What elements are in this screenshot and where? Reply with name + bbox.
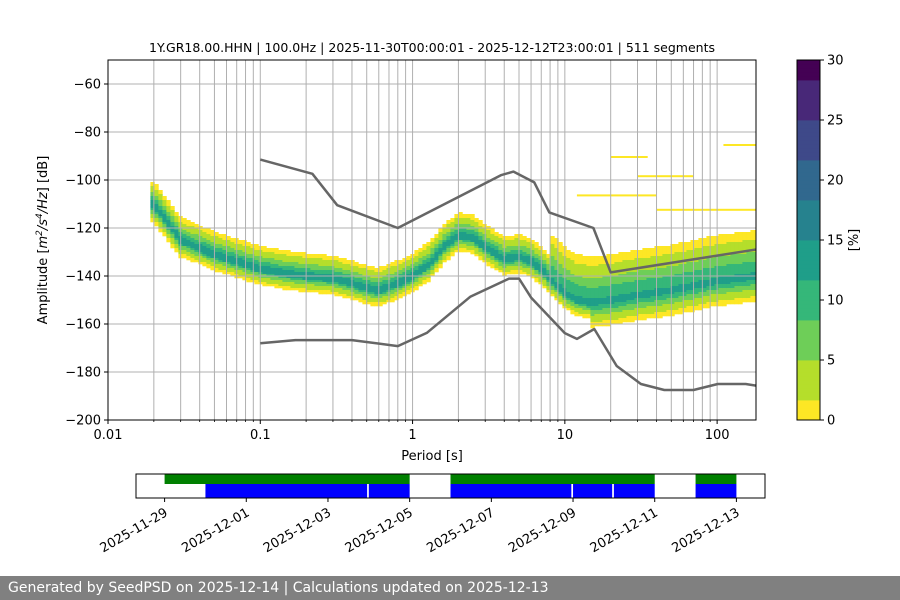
- noise-models: [259, 158, 756, 392]
- psd-segment-bar: [613, 484, 655, 498]
- psd-segment-bar: [695, 484, 737, 498]
- colorbar-ticks: 0 5 10 15 20 25 30: [820, 54, 844, 429]
- date-tick-label: 2025-12-13: [669, 505, 742, 556]
- y-tick-label: −80: [74, 126, 101, 141]
- psd-heatmap: [150, 144, 756, 329]
- timeline-bars: [164, 474, 737, 498]
- date-tick-label: 2025-12-11: [588, 505, 661, 556]
- y-axis-label: Amplitude [m2/s4/Hz] [dB]: [35, 156, 51, 325]
- x-tick-label: 0.1: [250, 428, 271, 443]
- data-available-bar: [450, 474, 655, 484]
- x-axis-ticks: 0.01 0.1 1 10 100: [94, 420, 730, 443]
- y-tick-label: −140: [65, 270, 101, 285]
- colorbar-tick-label: 25: [827, 114, 844, 129]
- colorbar-tick-label: 0: [827, 414, 835, 429]
- colorbar-tick-label: 5: [827, 354, 835, 369]
- psd-segment-bar: [573, 484, 613, 498]
- y-tick-label: −160: [65, 318, 101, 333]
- colorbar-gradient: [797, 60, 820, 421]
- y-tick-label: −60: [74, 78, 101, 93]
- colorbar-tick-label: 20: [827, 174, 844, 189]
- y-tick-label: −200: [65, 414, 101, 429]
- plot-frame: [107, 59, 757, 421]
- data-available-bar: [695, 474, 737, 484]
- colorbar-tick-label: 10: [827, 294, 844, 309]
- date-tick-label: 2025-12-07: [424, 505, 497, 556]
- x-axis-label: Period [s]: [401, 449, 463, 464]
- y-axis-ticks: −200 −180 −160 −140 −120 −100 −80 −60: [65, 78, 108, 429]
- colorbar-label: [%]: [847, 229, 862, 252]
- colorbar-tick-label: 15: [827, 234, 844, 249]
- date-tick-label: 2025-12-01: [179, 505, 252, 556]
- psd-segment-bar: [205, 484, 368, 498]
- date-tick-label: 2025-12-05: [343, 505, 416, 556]
- x-tick-label: 10: [557, 428, 574, 443]
- figure: 1Y.GR18.00.HHN | 100.0Hz | 2025-11-30T00…: [35, 40, 862, 556]
- availability-timeline: 2025-11-29 2025-12-01 2025-12-03 2025-12-05…: [98, 473, 766, 556]
- y-tick-label: −180: [65, 366, 101, 381]
- psd-segment-bar: [450, 484, 572, 498]
- x-tick-label: 0.01: [94, 428, 123, 443]
- data-available-bar: [164, 474, 410, 484]
- colorbar: 0 5 10 15 20 25 30 [%]: [796, 54, 862, 429]
- psd-plot: 0.01 0.1 1 10 100 −200 −180 −160 −140 −120 −100 −8…: [65, 59, 757, 443]
- psd-segment-bar: [368, 484, 410, 498]
- colorbar-tick-label: 30: [827, 54, 844, 69]
- nlnm-curve: [260, 277, 756, 392]
- x-tick-label: 100: [705, 428, 730, 443]
- date-tick-label: 2025-12-03: [261, 505, 334, 556]
- chart-title: 1Y.GR18.00.HHN | 100.0Hz | 2025-11-30T00…: [149, 40, 715, 55]
- date-tick-label: 2025-11-29: [98, 505, 171, 556]
- y-tick-label: −100: [65, 174, 101, 189]
- timeline-date-ticks: 2025-11-29 2025-12-01 2025-12-03 2025-12-05…: [98, 498, 742, 556]
- nhnm-curve: [259, 158, 756, 274]
- y-tick-label: −120: [65, 222, 101, 237]
- x-tick-label: 1: [408, 428, 416, 443]
- footer-text: Generated by SeedPSD on 2025-12-14 | Cal…: [0, 576, 900, 600]
- date-tick-label: 2025-12-09: [506, 505, 579, 556]
- timeline-frame: [135, 473, 766, 499]
